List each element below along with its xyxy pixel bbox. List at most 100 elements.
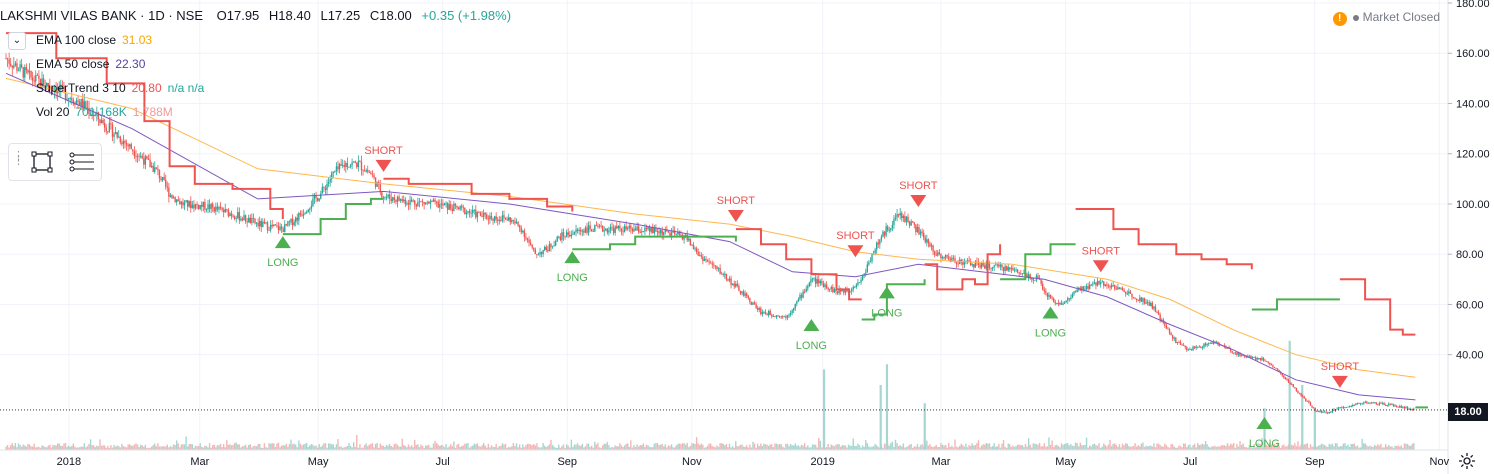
market-status[interactable]: ! Market Closed	[1332, 10, 1440, 26]
candle-body	[688, 238, 690, 241]
volume-bar	[492, 446, 494, 450]
volume-bar	[495, 443, 497, 450]
volume-bar	[481, 445, 483, 450]
candle-body	[462, 207, 464, 209]
volume-bar	[172, 444, 175, 450]
candle-body	[470, 212, 472, 214]
volume-bar	[100, 445, 103, 450]
volume-bar	[1004, 446, 1006, 450]
candle-body	[1029, 274, 1031, 279]
volume-bar	[689, 445, 692, 450]
candle-body	[1143, 298, 1146, 304]
candle-body	[894, 217, 897, 220]
candle-body	[1027, 274, 1030, 278]
volume-bar	[1226, 443, 1229, 450]
candle-body	[860, 279, 862, 283]
candle-body	[1389, 403, 1392, 405]
volume-bar	[1001, 443, 1003, 450]
volume-bar	[587, 443, 590, 450]
candle-body	[576, 229, 579, 231]
candle-body	[484, 212, 486, 215]
candle-body	[1406, 407, 1409, 410]
candle-body	[130, 144, 132, 150]
candle-body	[943, 257, 945, 259]
candle-body	[1218, 344, 1221, 346]
volume-bar	[598, 447, 601, 450]
volume-bar	[1300, 444, 1302, 450]
candle-body	[569, 234, 571, 237]
candle-body	[793, 308, 795, 311]
candle-body	[705, 258, 707, 261]
volume-bar	[952, 447, 955, 450]
volume-bar	[938, 447, 941, 450]
candle-body	[1388, 403, 1390, 406]
drag-handle-icon[interactable]: ⋮ ⋮	[13, 150, 24, 167]
candle-body	[1294, 387, 1296, 388]
volume-bar	[307, 446, 309, 450]
candle-body	[810, 279, 812, 283]
legend-ema50[interactable]: EMA 50 close 22.30	[36, 57, 145, 71]
candle-body	[1341, 407, 1343, 409]
gear-icon[interactable]	[1458, 452, 1476, 470]
volume-bar	[600, 447, 602, 450]
candle-body	[1237, 352, 1240, 355]
volume-bar	[995, 446, 997, 450]
candle-body	[1328, 411, 1330, 413]
candle-body	[1084, 289, 1086, 290]
candle-body	[1117, 287, 1119, 290]
candle-body	[418, 201, 421, 203]
candle-body	[305, 211, 308, 214]
volume-bar	[561, 446, 563, 450]
candle-body	[818, 279, 820, 284]
lines-tool-icon[interactable]	[69, 151, 95, 173]
volume-bar	[1037, 444, 1039, 450]
volume-bars	[5, 340, 1415, 450]
volume-bar	[210, 447, 212, 450]
candle-body	[561, 232, 563, 240]
legend-ema100[interactable]: EMA 100 close 31.03	[36, 33, 152, 47]
candle-body	[1208, 343, 1210, 345]
candle-body	[1067, 298, 1069, 301]
candle-body	[442, 203, 444, 206]
x-tick-label: Jul	[1183, 456, 1197, 468]
legend-supertrend[interactable]: SuperTrend 3 10 20.80 n/a n/a	[36, 81, 204, 95]
candle-body	[663, 231, 665, 235]
volume-bar	[857, 443, 859, 450]
legend-volume[interactable]: Vol 20 701.168K 1.788M	[36, 105, 173, 119]
symbol-title[interactable]: LAKSHMI VILAS BANK · 1D · NSE	[0, 8, 204, 23]
volume-bar	[736, 446, 739, 450]
volume-bar	[1035, 444, 1038, 450]
candle-body	[180, 201, 183, 205]
candle-body	[843, 290, 845, 293]
volume-bar	[232, 444, 234, 450]
candle-body	[1074, 291, 1077, 293]
volume-bar	[603, 443, 605, 450]
volume-bar	[31, 446, 34, 450]
volume-bar	[35, 447, 37, 450]
volume-bar	[802, 445, 804, 450]
volume-bar	[254, 445, 256, 450]
volume-bar	[1104, 445, 1107, 450]
volume-bar	[354, 446, 356, 450]
y-tick-label: 40.00	[1456, 350, 1484, 362]
candle-body	[620, 228, 623, 232]
candle-body	[1265, 361, 1268, 362]
candle-body	[1192, 346, 1194, 351]
candle-body	[362, 170, 364, 172]
candle-body	[1244, 355, 1246, 357]
candle-body	[650, 227, 652, 232]
volume-bar	[404, 446, 407, 450]
volume-bar	[165, 446, 167, 450]
candle-body	[1400, 406, 1403, 408]
candle-body	[1331, 409, 1334, 412]
volume-bar	[71, 445, 73, 450]
candle-body	[175, 199, 178, 203]
candle-body	[185, 200, 187, 203]
collapse-legend-button[interactable]: ⌄	[8, 32, 26, 50]
rectangle-tool-icon[interactable]	[31, 151, 53, 173]
volume-bar	[158, 446, 161, 450]
candle-body	[1286, 379, 1288, 380]
candlesticks	[5, 52, 1415, 415]
candle-body	[356, 163, 358, 168]
